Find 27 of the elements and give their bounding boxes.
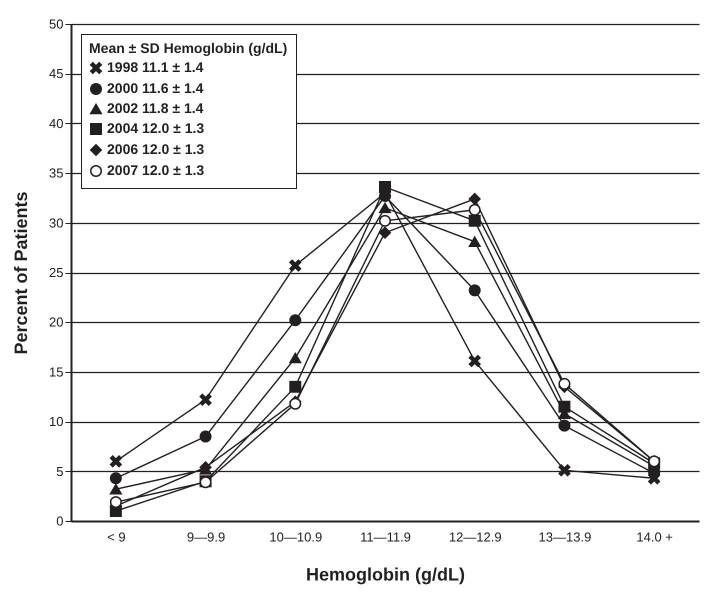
x-tick-label: < 9 (107, 530, 126, 544)
x-tick-label: 14.0 + (636, 530, 673, 544)
x-tick-label: 13—13.9 (538, 530, 592, 544)
y-tick-label: 15 (49, 364, 64, 380)
legend-title: Mean ± SD Hemoglobin (g/dL) (89, 40, 288, 56)
y-tick-label: 5 (56, 464, 64, 479)
y-tick-label: 25 (49, 265, 64, 280)
legend-label: 2004 12.0 ± 1.3 (107, 120, 204, 136)
y-tick-label: 35 (49, 166, 64, 181)
legend-label: 1998 11.1 ± 1.4 (107, 59, 204, 75)
y-tick-label: 10 (49, 414, 64, 430)
y-tick-label: 20 (49, 314, 64, 330)
y-axis-title: Percent of Patients (11, 191, 32, 355)
x-tick-label: 10—10.9 (269, 530, 322, 544)
x-axis-title: Hemoglobin (g/dL) (306, 564, 465, 584)
legend-label: 2002 11.8 ± 1.4 (107, 100, 204, 116)
y-tick-label: 40 (49, 116, 64, 131)
x-tick-label: 12—12.9 (448, 530, 502, 544)
legend-label: 2007 12.0 ± 1.3 (107, 162, 204, 178)
y-tick-label: 30 (49, 215, 64, 230)
x-tick-label: 11—11.9 (360, 530, 411, 544)
x-tick-label: 9—9.9 (186, 530, 226, 544)
legend-label: 2006 12.0 ± 1.3 (107, 141, 204, 157)
y-tick-label: 50 (49, 16, 64, 32)
legend-label: 2000 11.6 ± 1.4 (107, 80, 204, 96)
y-tick-label: 0 (56, 514, 64, 528)
y-tick-label: 45 (49, 66, 64, 82)
